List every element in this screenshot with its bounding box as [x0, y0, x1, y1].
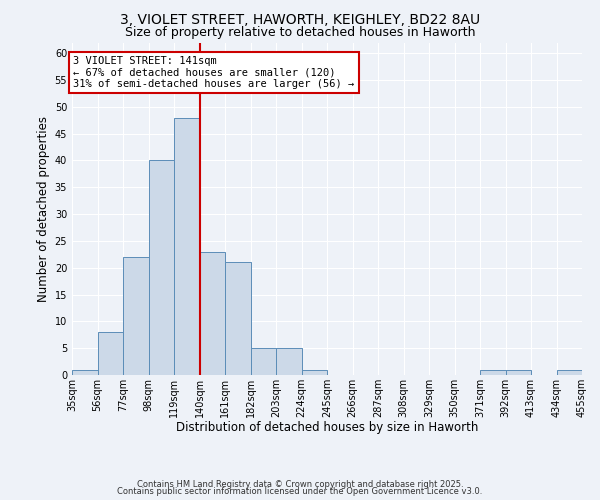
Bar [251, 348, 276, 375]
Bar [200, 252, 225, 375]
Text: 3, VIOLET STREET, HAWORTH, KEIGHLEY, BD22 8AU: 3, VIOLET STREET, HAWORTH, KEIGHLEY, BD2… [120, 12, 480, 26]
Bar [174, 118, 200, 375]
Bar [225, 262, 251, 375]
Text: Contains public sector information licensed under the Open Government Licence v3: Contains public sector information licen… [118, 488, 482, 496]
Text: 3 VIOLET STREET: 141sqm
← 67% of detached houses are smaller (120)
31% of semi-d: 3 VIOLET STREET: 141sqm ← 67% of detache… [73, 56, 355, 89]
Text: Size of property relative to detached houses in Haworth: Size of property relative to detached ho… [125, 26, 475, 39]
Bar [72, 370, 97, 375]
Bar [480, 370, 506, 375]
Bar [276, 348, 302, 375]
X-axis label: Distribution of detached houses by size in Haworth: Distribution of detached houses by size … [176, 422, 478, 434]
Y-axis label: Number of detached properties: Number of detached properties [37, 116, 50, 302]
Bar [557, 370, 582, 375]
Text: Contains HM Land Registry data © Crown copyright and database right 2025.: Contains HM Land Registry data © Crown c… [137, 480, 463, 489]
Bar [302, 370, 327, 375]
Bar [506, 370, 531, 375]
Bar [123, 257, 149, 375]
Bar [149, 160, 174, 375]
Bar [97, 332, 123, 375]
